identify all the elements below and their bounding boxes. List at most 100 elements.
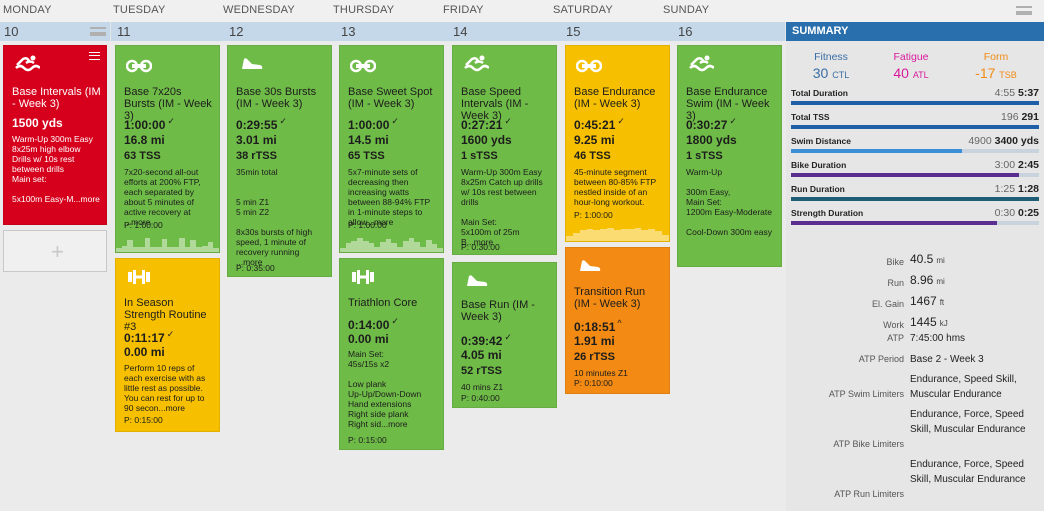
day-tuesday: TUESDAY <box>113 4 166 16</box>
workout-duration: 0:39:42 ✓ <box>461 332 512 348</box>
completed-check-icon: ✓ <box>617 116 625 126</box>
stat-label: Work <box>883 320 904 330</box>
fitness-label: Fitness <box>814 51 848 63</box>
metric-row: Swim Distance 4900 3400 yds <box>791 134 1039 158</box>
more-link[interactable]: ...more <box>158 403 185 413</box>
more-link[interactable]: ...more <box>466 237 494 247</box>
workout-card[interactable]: Base Endurance Swim (IM - Week 3) 0:30:2… <box>677 45 782 267</box>
power-chart <box>116 234 219 252</box>
workout-tss: 26 rTSS <box>574 351 615 363</box>
workout-title: Base Sweet Spot (IM - Week 3) <box>348 86 433 110</box>
workout-tss: 63 TSS <box>124 150 161 162</box>
run-icon <box>238 54 264 80</box>
workout-card[interactable]: Base Run (IM - Week 3) 0:39:42 ✓ 4.05 mi … <box>452 262 557 408</box>
planned-duration: P: 0:40:00 <box>461 393 500 403</box>
workout-distance: 0.00 mi <box>124 345 165 359</box>
more-link[interactable]: ...more <box>236 257 263 267</box>
bike-icon <box>349 54 377 80</box>
workout-card[interactable]: Base Sweet Spot (IM - Week 3) 1:00:00 ✓ 1… <box>339 45 444 253</box>
day-friday: FRIDAY <box>443 4 484 16</box>
workout-card[interactable]: Base Speed Intervals (IM - Week 3) 0:27:… <box>452 45 557 255</box>
day-thursday: THURSDAY <box>333 4 395 16</box>
summary-menu-icon[interactable] <box>1016 6 1032 15</box>
card-menu-icon[interactable] <box>89 52 100 60</box>
workout-tss: 1 sTSS <box>461 150 498 162</box>
workout-title: Base 7x20s Bursts (IM - Week 3) <box>124 86 212 122</box>
metric-label: Run Duration <box>791 184 845 194</box>
stat-value: 1467 ft <box>910 294 945 308</box>
workout-distance: 16.8 mi <box>124 133 165 147</box>
date-13: 13 <box>341 24 356 39</box>
stat-value: 1445 kJ <box>910 315 948 329</box>
workout-card[interactable]: Base 7x20s Bursts (IM - Week 3) 1:00:00 ✓… <box>115 45 220 253</box>
metric-value: 1:25 1:28 <box>994 183 1039 195</box>
workout-title: Base Endurance (IM - Week 3) <box>574 86 656 110</box>
completed-check-icon: ✓ <box>279 116 287 126</box>
workout-title: Base Intervals (IM - Week 3) <box>12 86 101 110</box>
metric-value: 196 291 <box>1001 111 1039 123</box>
workout-duration: 1:00:00 ✓ <box>124 116 175 132</box>
day-saturday: SATURDAY <box>553 4 613 16</box>
workout-distance: 1500 yds <box>12 116 63 130</box>
workout-duration: 0:29:55 ✓ <box>236 116 287 132</box>
workout-card[interactable]: Base 30s Bursts (IM - Week 3) 0:29:55 ✓ 3… <box>227 45 332 277</box>
atp-bike-limiters-value: Endurance, Force, Speed Skill, Muscular … <box>910 409 1026 435</box>
more-link[interactable]: ...more <box>73 194 100 204</box>
metric-progress-bar <box>791 125 1039 129</box>
workout-duration: 0:14:00 ✓ <box>348 316 399 332</box>
power-chart <box>566 227 669 241</box>
planned-duration: P: 1:00:00 <box>574 210 613 220</box>
workout-duration: 0:11:17 ✓ <box>124 329 175 345</box>
swim-icon <box>688 54 715 80</box>
workout-tss: 46 TSS <box>574 150 611 162</box>
more-link[interactable]: ...more <box>124 217 151 227</box>
form-value: -17 TSB <box>975 65 1017 81</box>
more-link[interactable]: ...more <box>381 419 408 429</box>
workout-card[interactable]: Transition Run (IM - Week 3) 0:18:51 ^ 1.… <box>565 247 670 394</box>
planned-duration: P: 0:35:00 <box>236 263 275 273</box>
stat-label: Run <box>887 278 904 288</box>
workout-duration: 0:30:27 ✓ <box>686 116 737 132</box>
metric-row: Bike Duration 3:00 2:45 <box>791 158 1039 182</box>
metric-label: Total Duration <box>791 88 848 98</box>
workout-description: Warm-Up 300m Easy, Main Set: 1200m Easy-… <box>686 167 772 237</box>
bike-icon <box>575 54 603 80</box>
fatigue-value: 40 ATL <box>893 65 929 81</box>
workout-title: Base Speed Intervals (IM - Week 3) <box>461 86 529 122</box>
workout-distance: 0.00 mi <box>348 332 389 346</box>
workout-card[interactable]: Base Endurance (IM - Week 3) 0:45:21 ✓ 9.… <box>565 45 670 242</box>
planned-duration: P: 0:10:00 <box>574 378 613 388</box>
stat-value: 8.96 mi <box>910 273 945 287</box>
workout-tss: 1 sTSS <box>686 150 723 162</box>
swim-icon <box>463 54 490 80</box>
workout-card[interactable]: Triathlon Core 0:14:00 ✓ 0.00 mi Main Set… <box>339 258 444 450</box>
workout-description: Perform 10 reps of each exercise with as… <box>124 363 206 413</box>
workout-title: In Season Strength Routine #3 <box>124 297 207 333</box>
metric-row: Total Duration 4:55 5:37 <box>791 86 1039 110</box>
metric-progress-fill <box>791 197 1039 201</box>
add-workout-button[interactable]: + <box>3 230 107 272</box>
metric-progress-bar <box>791 101 1039 105</box>
metric-progress-bar <box>791 221 1039 225</box>
workout-description: Warm-Up 300m Easy 8x25m Catch up drills … <box>461 167 543 247</box>
workout-card[interactable]: In Season Strength Routine #3 0:11:17 ✓ 0… <box>115 258 220 432</box>
workout-distance: 3.01 mi <box>236 133 277 147</box>
week-menu-icon[interactable] <box>90 27 106 36</box>
metric-progress-fill <box>791 173 1020 177</box>
form-label: Form <box>983 51 1009 63</box>
planned-duration: P: 0:15:00 <box>124 415 163 425</box>
weekday-header: MONDAY TUESDAY WEDNESDAY THURSDAY FRIDAY… <box>0 0 1044 22</box>
workout-distance: 9.25 mi <box>574 133 615 147</box>
workout-distance: 1800 yds <box>686 133 737 147</box>
completed-check-icon: ✓ <box>167 116 175 126</box>
fatigue-label: Fatigue <box>893 51 929 63</box>
workout-card[interactable]: Base Intervals (IM - Week 3) 1500 yds Wa… <box>3 45 107 225</box>
atp-run-limiters-value: Endurance, Force, Speed Skill, Muscular … <box>910 459 1026 485</box>
atp-period-value: Base 2 - Week 3 <box>910 354 984 365</box>
workout-tss: 38 rTSS <box>236 150 277 162</box>
summary-header: SUMMARY <box>786 22 1044 41</box>
date-10: 10 <box>4 24 19 39</box>
more-link[interactable]: ...more <box>366 217 394 227</box>
planned-duration: P: 0:15:00 <box>348 435 387 445</box>
